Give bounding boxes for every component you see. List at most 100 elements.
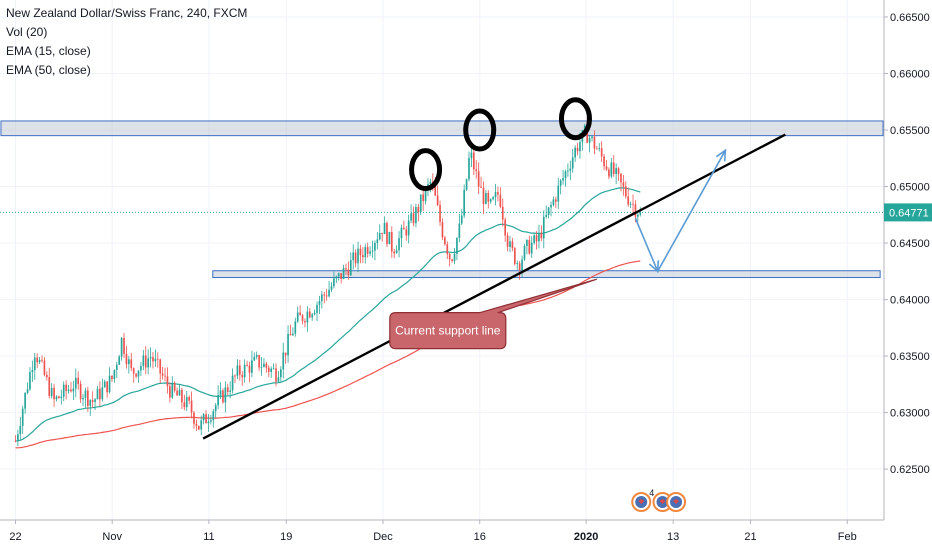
candle-body — [77, 377, 80, 384]
candle-body — [205, 414, 207, 424]
candle-body — [632, 203, 634, 205]
candle-body — [234, 375, 236, 377]
candle-body — [226, 387, 229, 392]
projection-path[interactable] — [634, 149, 727, 274]
candle-body — [58, 396, 60, 399]
candle-body — [279, 369, 282, 378]
projection-arrowhead-down — [648, 260, 660, 273]
candle-body — [217, 394, 219, 406]
legend-volume[interactable]: Vol (20) — [6, 25, 48, 39]
candle-body — [328, 289, 330, 297]
candle-body — [542, 216, 545, 239]
candle-body — [398, 238, 400, 251]
candle-body — [154, 358, 157, 362]
candle-body — [600, 148, 603, 157]
candle-body — [200, 420, 203, 430]
x-tick-label: 13 — [667, 531, 679, 543]
y-tick-label: 0.65000 — [890, 182, 930, 194]
candle-body — [444, 237, 446, 245]
candle-body — [299, 312, 301, 316]
candle-body — [251, 360, 253, 373]
candle-body — [376, 239, 379, 243]
peak-circle[interactable] — [409, 148, 443, 192]
candle-body — [29, 372, 31, 390]
candle-body — [231, 375, 234, 391]
candle-body — [364, 247, 367, 258]
candle-body — [552, 199, 555, 205]
candle-body — [277, 377, 280, 382]
legend-ema-50[interactable]: EMA (50, close) — [6, 63, 91, 77]
candle-body — [243, 364, 246, 378]
candle-body — [487, 192, 490, 202]
candle-body — [354, 252, 357, 264]
candle-body — [238, 365, 241, 375]
candle-body — [142, 355, 145, 366]
candle-body — [255, 355, 258, 357]
candle-body — [460, 215, 463, 224]
candle-body — [622, 182, 625, 187]
candle-body — [511, 241, 514, 249]
legend-ema-15[interactable]: EMA (15, close) — [6, 44, 91, 58]
candle-body — [318, 301, 321, 305]
candle-body — [528, 239, 531, 254]
candle-body — [108, 375, 111, 393]
candle-body — [176, 390, 178, 396]
candle-body — [499, 194, 502, 207]
callout-bubble[interactable] — [389, 278, 597, 350]
resistance-zone[interactable] — [0, 120, 884, 137]
candle-body — [593, 136, 596, 149]
candle-body — [87, 390, 89, 406]
candle-body — [383, 223, 386, 235]
candle-body — [583, 125, 586, 131]
candle-body — [446, 244, 449, 255]
candle-body — [374, 242, 376, 251]
y-axis-panel[interactable] — [884, 0, 932, 520]
event-count-label: 4 — [649, 488, 654, 498]
x-tick-label: 11 — [203, 531, 214, 543]
candle-body — [516, 263, 519, 264]
last-price-badge — [884, 203, 932, 222]
event-icons[interactable]: 4 — [631, 488, 687, 512]
candle-body — [407, 220, 410, 236]
candle-body — [284, 352, 287, 356]
candle-body — [482, 187, 485, 204]
candle-body — [313, 312, 316, 315]
candle-body — [101, 387, 104, 400]
candle-body — [340, 273, 342, 279]
candle-body — [82, 397, 84, 400]
peak-circle[interactable] — [463, 108, 497, 152]
candle-body — [65, 384, 67, 391]
candle-body — [236, 365, 239, 376]
candle-body — [219, 390, 222, 395]
candle-body — [19, 425, 22, 435]
peak-circle[interactable] — [558, 97, 592, 141]
candle-body — [569, 168, 572, 171]
candle-body — [45, 374, 48, 378]
candle-body — [637, 214, 639, 217]
candle-body — [489, 199, 492, 202]
support-trendline[interactable] — [202, 133, 786, 440]
last-price-marker: 0.64771 — [884, 203, 932, 222]
ema-15-line — [15, 187, 641, 442]
candle-body — [135, 373, 137, 377]
candle-body — [306, 311, 309, 323]
candle-body — [301, 315, 304, 322]
candle-body — [103, 381, 106, 388]
x-axis-panel[interactable] — [0, 520, 932, 550]
candle-body — [337, 273, 340, 277]
candle-body — [349, 260, 352, 276]
x-tick-labels: 22 Nov 11 19 Dec 16 2020 13 21 Feb — [9, 520, 857, 543]
candle-body — [468, 158, 470, 180]
candle-body — [164, 375, 166, 377]
candle-body — [173, 382, 176, 391]
candle-body — [345, 268, 347, 270]
support-zone[interactable] — [212, 270, 881, 279]
x-tick-label: Dec — [373, 531, 393, 543]
candle-body — [485, 192, 487, 204]
candle-body — [118, 356, 121, 365]
candle-body — [36, 357, 39, 363]
callout-label: Current support line — [395, 324, 501, 338]
legend-symbol[interactable]: New Zealand Dollar/Swiss Franc, 240, FXC… — [6, 6, 248, 20]
last-price-label: 0.64771 — [889, 207, 929, 219]
